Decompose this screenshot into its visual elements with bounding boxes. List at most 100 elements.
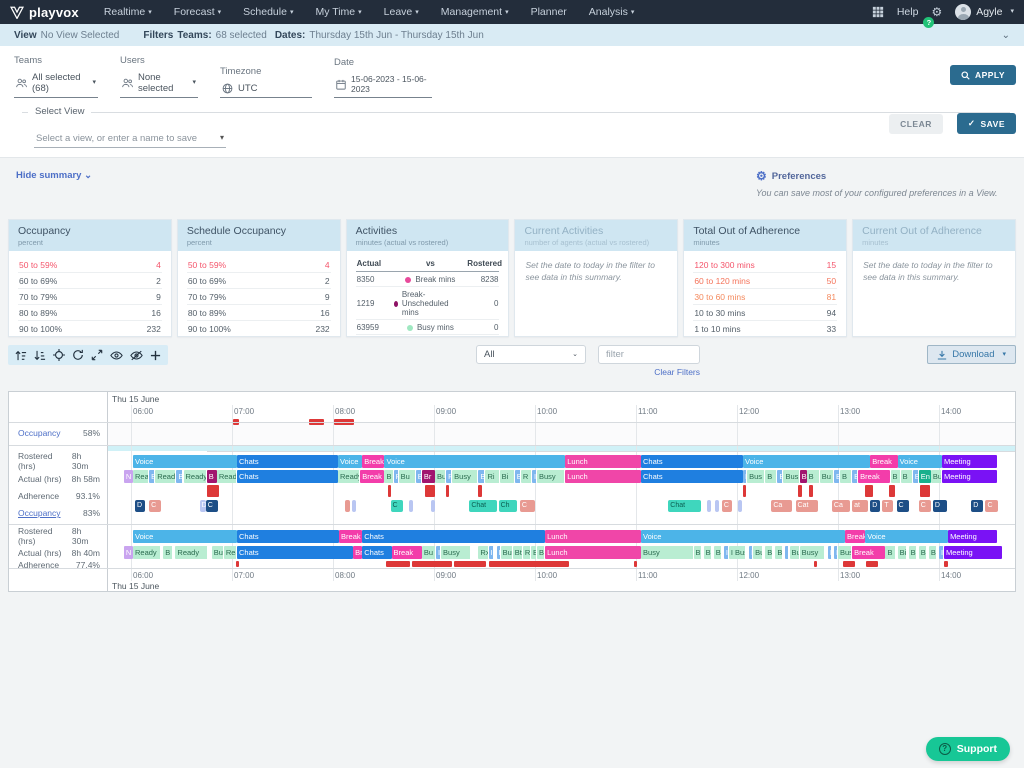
activity-chip[interactable]: C	[520, 500, 535, 512]
download-button[interactable]: Download ▾	[927, 345, 1016, 364]
actual-segment[interactable]: B	[901, 470, 913, 483]
activity-chip[interactable]	[715, 500, 719, 512]
actual-segment[interactable]: B	[775, 546, 783, 559]
activity-chip[interactable]: Ca	[832, 500, 850, 512]
actual-segment[interactable]: Lunch	[545, 546, 641, 559]
actual-segment[interactable]: B	[714, 546, 722, 559]
actual-segment[interactable]: I	[489, 546, 494, 559]
actual-segment[interactable]: Bus	[783, 470, 799, 483]
rostered-segment[interactable]: Lunch	[565, 455, 641, 468]
actual-segment[interactable]: Bu	[820, 470, 834, 483]
rostered-segment[interactable]: Voice	[384, 455, 565, 468]
actual-segment[interactable]: Chats	[641, 470, 743, 483]
users-filter-select[interactable]: None selected ▾	[120, 70, 198, 98]
add-icon[interactable]	[150, 350, 161, 361]
actual-segment[interactable]: Busy	[441, 546, 471, 559]
apps-grid-icon[interactable]	[872, 6, 884, 18]
help-link[interactable]: Help ?	[897, 6, 919, 18]
rostered-segment[interactable]: Voice	[133, 455, 237, 468]
actual-segment[interactable]: Read	[155, 470, 176, 483]
preferences-link[interactable]: ⚙ Preferences	[756, 170, 1008, 182]
collapse-chevron-icon[interactable]: ⌄	[1002, 30, 1010, 41]
actual-segment[interactable]: Meeting	[942, 470, 997, 483]
nav-item-analysis[interactable]: Analysis▾	[578, 6, 646, 18]
actual-segment[interactable]: Chats	[237, 470, 338, 483]
actual-segment[interactable]: Bi	[898, 546, 907, 559]
actual-segment[interactable]: Bu	[929, 546, 937, 559]
rostered-segment[interactable]: Break	[339, 530, 362, 543]
rostered-segment[interactable]: Voice	[338, 455, 362, 468]
nav-item-management[interactable]: Management▾	[430, 6, 520, 18]
actual-segment[interactable]: B	[416, 470, 422, 483]
actual-segment[interactable]: Chats	[362, 546, 391, 559]
actual-segment[interactable]: Chats	[237, 546, 353, 559]
activity-chip[interactable]	[352, 500, 356, 512]
refresh-icon[interactable]	[72, 349, 84, 361]
save-button[interactable]: ✓ SAVE	[957, 113, 1016, 134]
actual-segment[interactable]: Read	[217, 470, 237, 483]
actual-segment[interactable]: Bu	[501, 546, 513, 559]
activity-chip[interactable]: D	[933, 500, 947, 512]
actual-segment[interactable]: Busy	[800, 546, 825, 559]
activity-chip[interactable]: D	[971, 500, 983, 512]
metric-label[interactable]: Occupancy	[18, 428, 61, 438]
actual-segment[interactable]: Bu	[422, 546, 436, 559]
activity-chip[interactable]: Chat	[668, 500, 700, 512]
activity-chip[interactable]	[431, 500, 435, 512]
actual-segment[interactable]: Break	[858, 470, 890, 483]
actual-segment[interactable]: R	[394, 470, 399, 483]
rostered-segment[interactable]: Break	[362, 455, 384, 468]
expand-icon[interactable]	[91, 349, 103, 361]
actual-segment[interactable]: B	[840, 470, 852, 483]
activity-chip[interactable]: D	[870, 500, 880, 512]
clear-button[interactable]: CLEAR	[889, 114, 943, 134]
actual-segment[interactable]: Rx	[523, 546, 531, 559]
actual-segment[interactable]: Br	[422, 470, 435, 483]
rostered-segment[interactable]: Break	[870, 455, 897, 468]
rostered-segment[interactable]: Chats	[237, 530, 339, 543]
actual-segment[interactable]: Busy	[537, 470, 565, 483]
nav-item-planner[interactable]: Planner	[520, 6, 578, 18]
actual-segment[interactable]: B	[515, 470, 521, 483]
actual-segment[interactable]: Bi	[500, 470, 515, 483]
actual-segment[interactable]: Bu	[435, 470, 446, 483]
actual-segment[interactable]: B	[765, 470, 777, 483]
actual-segment[interactable]: B	[800, 470, 807, 483]
filter-input[interactable]	[598, 345, 700, 364]
actual-segment[interactable]: Rx	[478, 546, 488, 559]
rostered-segment[interactable]: Voice	[865, 530, 948, 543]
activity-chip[interactable]: C	[919, 500, 931, 512]
activity-chip[interactable]: C	[391, 500, 403, 512]
actual-segment[interactable]: I Bus	[729, 546, 746, 559]
rostered-segment[interactable]: Chats	[362, 530, 545, 543]
actual-segment[interactable]: B	[807, 470, 820, 483]
actual-segment[interactable]: Bu	[399, 470, 416, 483]
actual-segment[interactable]: Bu	[931, 470, 942, 483]
hide-eye-icon[interactable]	[130, 350, 143, 361]
teams-filter-select[interactable]: All selected (68) ▾	[14, 70, 98, 98]
rostered-segment[interactable]: Meeting	[948, 530, 996, 543]
rostered-segment[interactable]: Chats	[237, 455, 338, 468]
rostered-segment[interactable]: Break	[845, 530, 865, 543]
apply-button[interactable]: APPLY	[950, 65, 1016, 85]
rostered-segment[interactable]: Voice	[133, 530, 237, 543]
hide-summary-link[interactable]: Hide summary ⌄	[16, 170, 92, 181]
target-icon[interactable]	[53, 349, 65, 361]
nav-item-realtime[interactable]: Realtime▾	[93, 6, 163, 18]
actual-segment[interactable]: B	[885, 546, 895, 559]
settings-gear-icon[interactable]: ⚙	[931, 6, 942, 18]
actual-segment[interactable]: Br	[353, 546, 362, 559]
select-view-dropdown[interactable]: Select a view, or enter a name to save ▾	[34, 130, 226, 148]
activity-chip[interactable]: Ch	[499, 500, 517, 512]
actual-segment[interactable]: Bus	[838, 546, 852, 559]
actual-segment[interactable]: B	[478, 470, 485, 483]
actual-segment[interactable]: Bt	[513, 546, 523, 559]
actual-segment[interactable]: Bu	[790, 546, 800, 559]
actual-segment[interactable]: Lunch	[565, 470, 641, 483]
clear-filters-link[interactable]: Clear Filters	[654, 367, 700, 377]
activity-chip[interactable]	[409, 500, 413, 512]
actual-segment[interactable]: Bu	[753, 546, 763, 559]
nav-item-leave[interactable]: Leave▾	[373, 6, 430, 18]
actual-segment[interactable]: B	[694, 546, 702, 559]
actual-segment[interactable]: Bi	[704, 546, 712, 559]
